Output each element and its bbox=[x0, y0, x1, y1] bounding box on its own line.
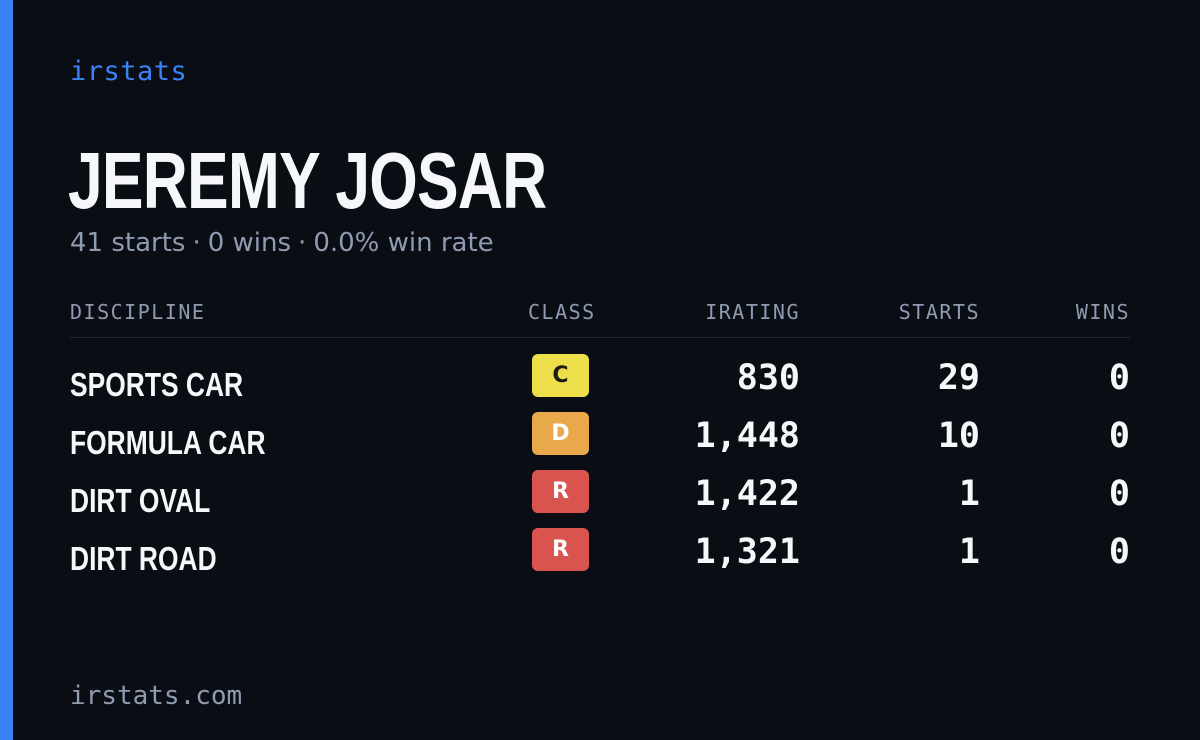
irating-value: 1,321 bbox=[694, 532, 800, 572]
header-irating: IRATING bbox=[705, 300, 800, 324]
starts-summary: 41 starts bbox=[70, 228, 186, 258]
license-class-badge: C bbox=[532, 354, 589, 397]
starts-value: 1 bbox=[958, 474, 980, 514]
irating-value: 1,448 bbox=[694, 416, 800, 456]
driver-summary: 41 starts · 0 wins · 0.0% win rate bbox=[70, 228, 494, 258]
header-class: CLASS bbox=[528, 300, 596, 324]
table-row: FORMULA CAR D 1,448 10 0 bbox=[70, 406, 1130, 464]
accent-bar bbox=[0, 0, 13, 740]
summary-separator: · bbox=[192, 228, 201, 258]
discipline-name: DIRT OVAL bbox=[70, 482, 211, 519]
header-discipline: DISCIPLINE bbox=[70, 300, 206, 324]
starts-value: 1 bbox=[958, 532, 980, 572]
discipline-name: DIRT ROAD bbox=[70, 540, 217, 577]
discipline-name: SPORTS CAR bbox=[70, 366, 244, 403]
irating-value: 830 bbox=[736, 358, 800, 398]
irating-value: 1,422 bbox=[694, 474, 800, 514]
license-class-badge: R bbox=[532, 470, 589, 513]
wins-summary: 0 wins bbox=[207, 228, 292, 258]
wins-value: 0 bbox=[1108, 358, 1130, 398]
wins-value: 0 bbox=[1108, 474, 1130, 514]
table-row: DIRT ROAD R 1,321 1 0 bbox=[70, 522, 1130, 580]
winrate-summary: 0.0% win rate bbox=[313, 228, 494, 258]
header-starts: STARTS bbox=[898, 300, 980, 324]
footer-url: irstats.com bbox=[70, 681, 243, 711]
license-class-badge: D bbox=[532, 412, 589, 455]
discipline-name: FORMULA CAR bbox=[70, 424, 266, 461]
license-class-badge: R bbox=[532, 528, 589, 571]
header-wins: WINS bbox=[1075, 300, 1130, 324]
wins-value: 0 bbox=[1108, 532, 1130, 572]
brand-logo-text: irstats bbox=[70, 56, 188, 87]
driver-name: JEREMY JOSAR bbox=[68, 136, 547, 225]
wins-value: 0 bbox=[1108, 416, 1130, 456]
starts-value: 10 bbox=[937, 416, 980, 456]
summary-separator: · bbox=[298, 228, 307, 258]
table-row: DIRT OVAL R 1,422 1 0 bbox=[70, 464, 1130, 522]
starts-value: 29 bbox=[937, 358, 980, 398]
table-row: SPORTS CAR C 830 29 0 bbox=[70, 348, 1130, 406]
table-header: DISCIPLINE CLASS IRATING STARTS WINS bbox=[70, 300, 1130, 338]
